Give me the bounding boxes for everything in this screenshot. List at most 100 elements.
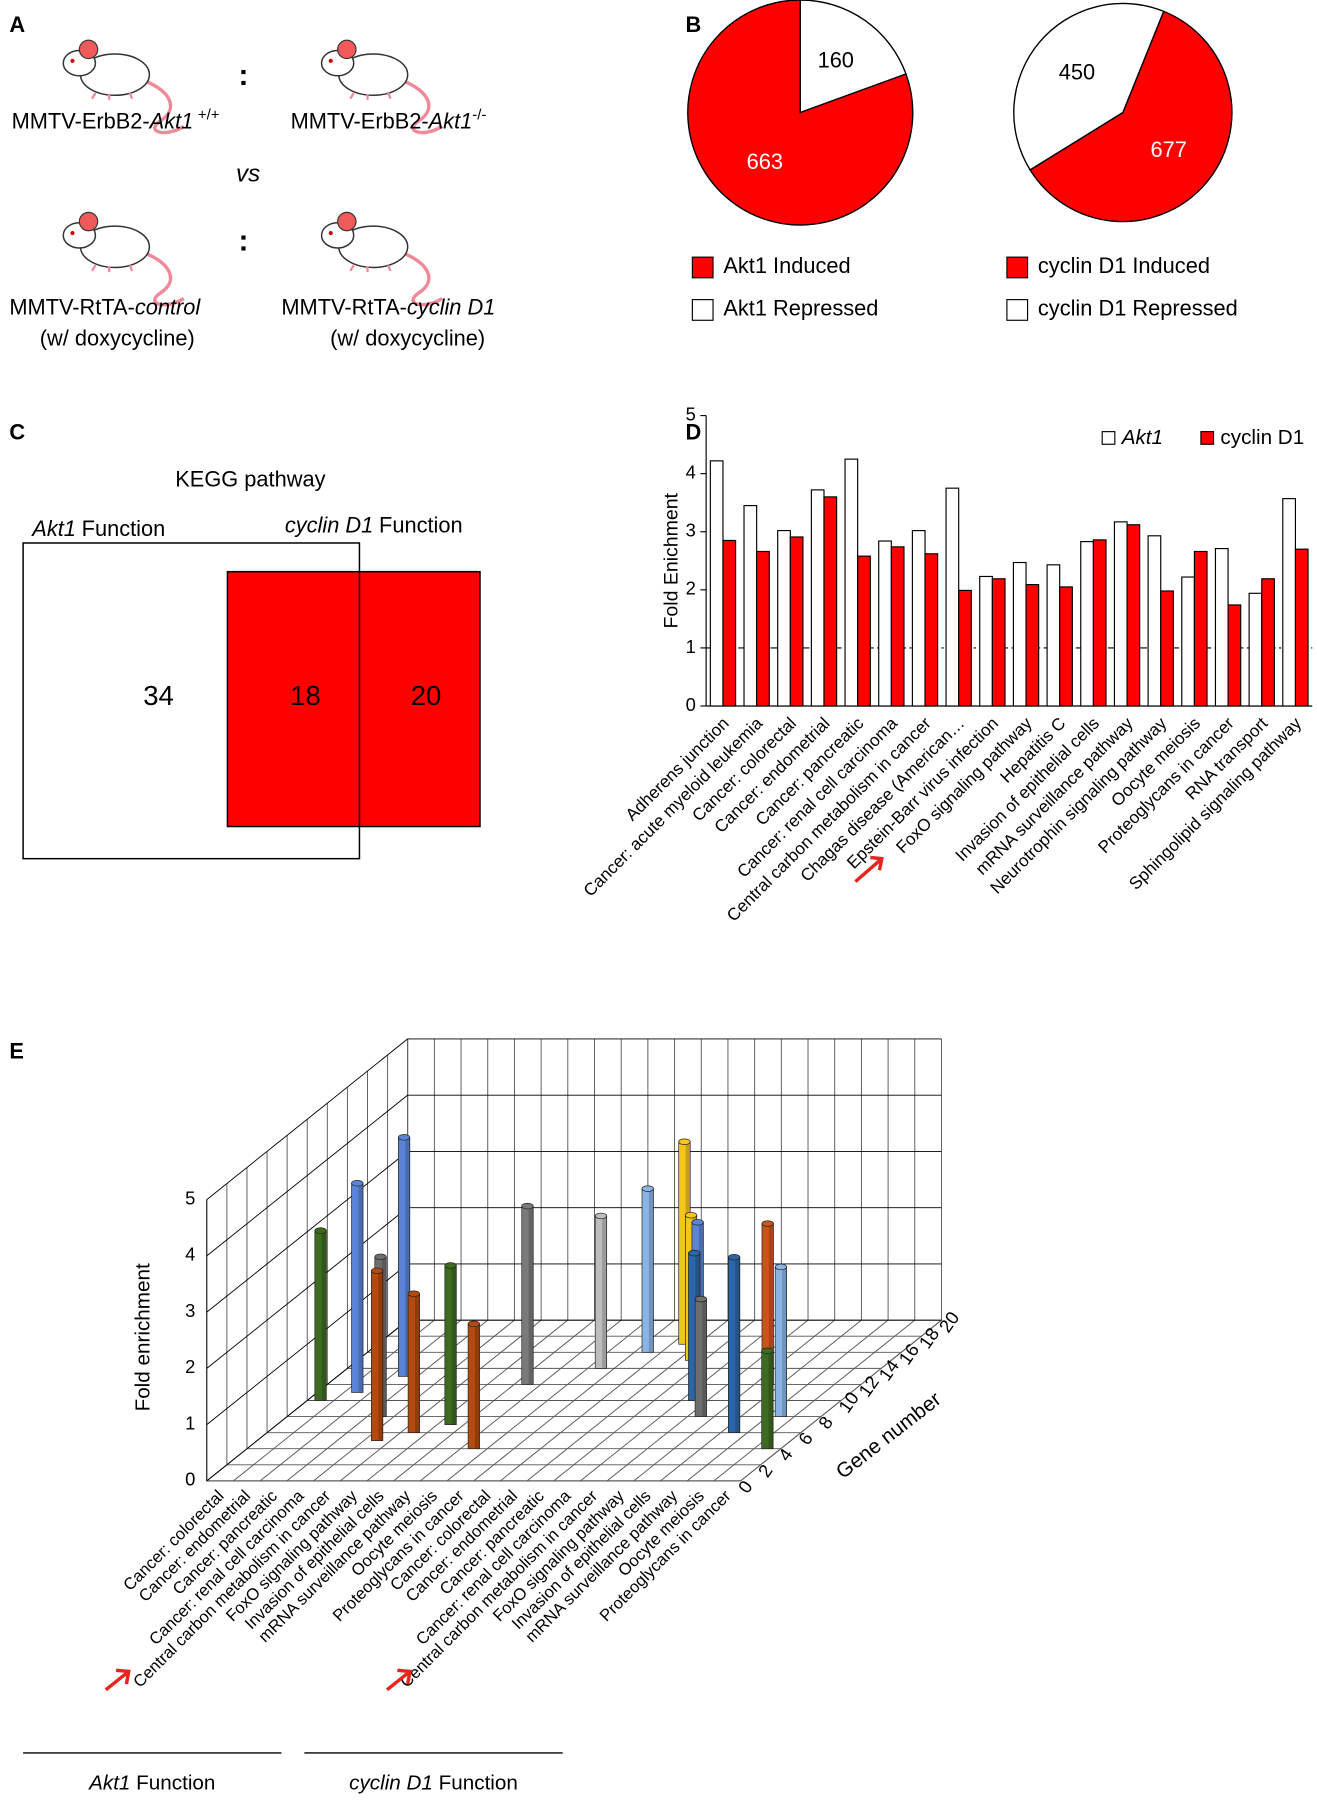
bar [1092, 539, 1107, 707]
bar-3d [641, 1185, 654, 1353]
pie-slice [687, 0, 914, 226]
bar-3d [774, 1263, 787, 1417]
bar-shade [321, 1230, 327, 1401]
bar [756, 550, 770, 707]
panel-label: E [9, 1038, 24, 1063]
y-tick-label: 5 [185, 1187, 195, 1208]
bar-top [761, 1220, 774, 1227]
bar-shade [381, 1256, 387, 1417]
bar [1227, 604, 1242, 707]
bar-3d [761, 1220, 774, 1385]
slice-value-label: 677 [1151, 137, 1187, 162]
y-tick-label: 4 [686, 461, 696, 482]
venn-count: 34 [143, 680, 174, 711]
y-tick-label: 0 [185, 1469, 195, 1490]
bar-top [684, 1211, 698, 1219]
mouse-ear [337, 211, 357, 232]
venn-set-label: cyclin D1 Function [285, 513, 463, 538]
mouse-ear [78, 211, 99, 232]
panel-label: B [685, 12, 701, 37]
bar-3d [444, 1262, 457, 1425]
bar-shade [768, 1350, 774, 1449]
mouse-feet [349, 264, 392, 273]
venn-count: 18 [290, 680, 321, 711]
y-tick-label: 2 [686, 578, 696, 599]
bar [1193, 550, 1208, 707]
bar-shade [528, 1206, 534, 1385]
bar-top [444, 1262, 457, 1269]
bar-3d [761, 1347, 774, 1450]
vs-label: vs [236, 160, 260, 187]
bar [1248, 592, 1263, 707]
venn-set-label-part: Function [379, 513, 463, 538]
z-tick-label: 4 [774, 1444, 797, 1464]
bar [823, 496, 838, 707]
mouse-feet [349, 92, 392, 100]
bar-top [407, 1290, 420, 1297]
bar-top [774, 1263, 787, 1271]
bar-top [641, 1185, 654, 1192]
y-tick-label: 1 [185, 1412, 195, 1433]
z-tick-label: 2 [754, 1460, 777, 1480]
genotype-label: MMTV-ErbB2-Akt1-/- [291, 106, 487, 133]
genotype-label: MMTV-RtTA-cyclin D1 [281, 295, 495, 320]
bar [1181, 576, 1195, 707]
venn-set [226, 570, 481, 828]
y-tick-label: 4 [185, 1244, 195, 1265]
mouse-icon [62, 39, 185, 135]
bar-shade [405, 1137, 410, 1377]
mouse-eye [70, 230, 75, 236]
legend-label: cyclin D1 Repressed [1038, 296, 1238, 321]
genotype-label-part: -/- [472, 106, 486, 123]
group-label-part: Function [136, 1772, 215, 1795]
bar-3d [314, 1227, 327, 1401]
group-label: Akt1 Function [87, 1772, 215, 1795]
wall-grid [206, 1038, 408, 1200]
group-label: cyclin D1 Function [349, 1772, 518, 1795]
venn-set-label-part: cyclin D1 [285, 513, 373, 538]
genotype-label-part: cyclin D1 [407, 295, 495, 320]
legend-swatch [1006, 256, 1029, 279]
mouse-eye [70, 58, 75, 63]
legend-label: Akt1 Induced [723, 253, 850, 278]
mouse-icon [320, 211, 444, 307]
bar [1046, 564, 1061, 707]
bar [1025, 584, 1040, 707]
genotype-label: MMTV-ErbB2-Akt1 +/+ [12, 106, 220, 133]
bar [958, 589, 972, 707]
bar [1214, 548, 1229, 707]
legend-label: cyclin D1 Induced [1038, 253, 1210, 278]
bar [1282, 498, 1297, 707]
y-axis-label: Fold enrichment [131, 1263, 154, 1411]
bar-shade [378, 1270, 383, 1441]
separator: : [239, 224, 249, 257]
y-tick-label: 0 [686, 694, 696, 715]
bar-top [688, 1249, 701, 1257]
bar-shade [701, 1299, 707, 1417]
bar [709, 460, 724, 707]
arrow-d [854, 855, 884, 883]
panel-label: D [685, 420, 701, 445]
mouse-tail [401, 250, 444, 307]
mouse-eye [328, 58, 333, 63]
bar-3d [467, 1320, 480, 1450]
genotype-label-part: MMTV-RtTA- [281, 295, 407, 320]
venn-set-label-part: Akt1 [30, 516, 76, 541]
legend-label: Akt1 Repressed [723, 296, 878, 321]
bar-3d [397, 1134, 411, 1377]
bar [1113, 521, 1128, 707]
mouse-icon [62, 211, 185, 307]
bar-shade [602, 1215, 607, 1369]
wall-grid [206, 1094, 408, 1257]
mouse-tail [143, 250, 185, 307]
mouse-feet [90, 264, 134, 273]
bar-top [678, 1138, 691, 1145]
bar-top [467, 1320, 480, 1328]
y-tick-label: 2 [185, 1356, 195, 1377]
bar [1080, 541, 1094, 707]
pie-slice [799, 0, 907, 114]
bar-top [371, 1267, 384, 1275]
z-tick-label: 0 [734, 1477, 757, 1497]
bar-shade [735, 1257, 740, 1433]
